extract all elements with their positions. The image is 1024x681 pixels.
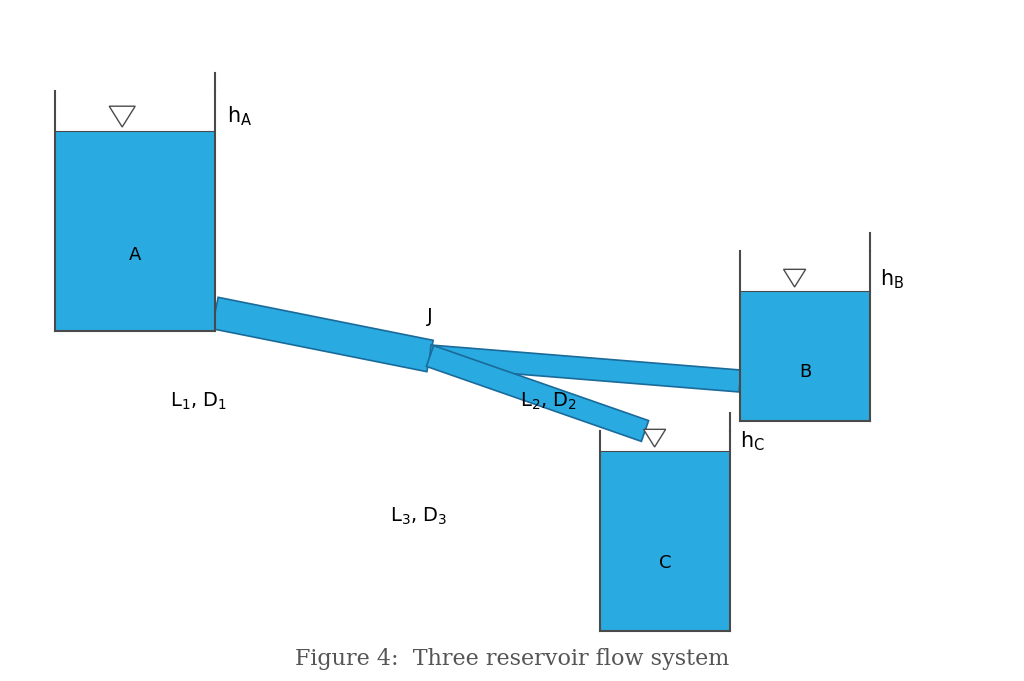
Bar — [600, 451, 730, 631]
Text: h$_{\mathregular{C}}$: h$_{\mathregular{C}}$ — [740, 429, 765, 453]
Text: L$_{\mathregular{1}}$, D$_{\mathregular{1}}$: L$_{\mathregular{1}}$, D$_{\mathregular{… — [170, 390, 227, 411]
Text: Figure 4:  Three reservoir flow system: Figure 4: Three reservoir flow system — [295, 648, 729, 670]
Text: L$_{\mathregular{3}}$, D$_{\mathregular{3}}$: L$_{\mathregular{3}}$, D$_{\mathregular{… — [390, 505, 447, 526]
Bar — [740, 291, 870, 421]
Polygon shape — [783, 269, 806, 287]
Polygon shape — [110, 106, 135, 127]
Text: C: C — [658, 554, 672, 571]
Bar — [55, 131, 215, 331]
Text: h$_{\mathregular{A}}$: h$_{\mathregular{A}}$ — [227, 104, 252, 128]
Polygon shape — [212, 298, 433, 372]
Polygon shape — [643, 429, 666, 447]
Text: A: A — [129, 246, 141, 264]
Text: L$_{\mathregular{2}}$, D$_{\mathregular{2}}$: L$_{\mathregular{2}}$, D$_{\mathregular{… — [520, 390, 578, 411]
Text: B: B — [799, 362, 811, 381]
Text: J: J — [427, 306, 433, 326]
Polygon shape — [426, 346, 648, 441]
Polygon shape — [429, 345, 741, 392]
Text: h$_{\mathregular{B}}$: h$_{\mathregular{B}}$ — [880, 267, 904, 291]
